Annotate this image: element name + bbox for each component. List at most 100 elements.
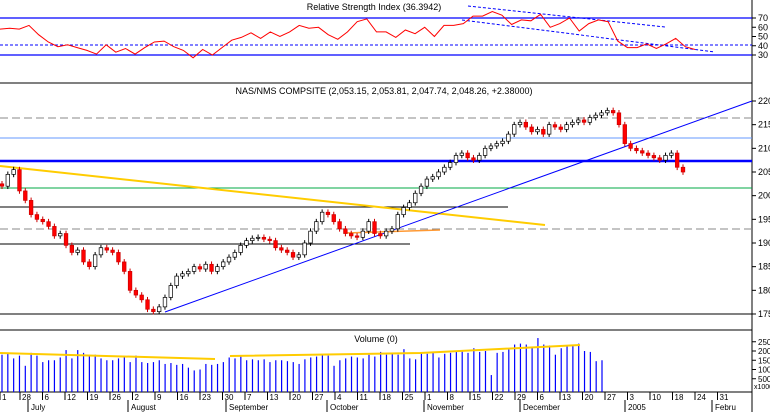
x-day-label: 31 <box>720 393 729 402</box>
candle <box>209 261 214 275</box>
x-day-label: 6 <box>45 393 50 402</box>
candle <box>517 119 523 128</box>
candle <box>145 296 150 313</box>
x-day-label: 18 <box>382 393 391 402</box>
rsi-guides <box>0 5 752 56</box>
volume-ma-line <box>229 344 581 357</box>
candle <box>238 242 243 256</box>
candle <box>430 173 435 182</box>
candle <box>546 121 552 137</box>
x-day-label: 1 <box>427 393 432 402</box>
x-month-label: October <box>330 403 359 412</box>
candle <box>110 247 115 256</box>
candle <box>197 263 203 272</box>
candle <box>482 145 488 159</box>
volume-tick-label: 10000 <box>758 366 770 375</box>
candle <box>570 119 575 128</box>
candle <box>645 150 651 159</box>
candle <box>215 263 220 275</box>
x-day-label: 23 <box>202 393 211 402</box>
x-day-label: 24 <box>697 393 706 402</box>
candle <box>465 150 470 161</box>
candle <box>255 234 261 242</box>
candle <box>581 117 587 126</box>
candle <box>285 247 290 256</box>
candle <box>191 263 197 275</box>
candle <box>279 244 284 253</box>
candle <box>640 147 645 156</box>
price-tick-label: 2100 <box>758 143 770 153</box>
candle <box>250 235 255 244</box>
candle <box>75 247 80 256</box>
rsi-title: Relative Strength Index (36.3942) <box>307 2 442 12</box>
price-tick-label: 1750 <box>758 309 770 319</box>
candle <box>523 119 528 130</box>
candle <box>23 188 28 204</box>
candle <box>680 164 686 175</box>
x-month-label: November <box>427 403 464 412</box>
candle <box>558 124 563 133</box>
candle <box>389 225 395 234</box>
candle <box>372 218 377 237</box>
x-day-label: 4 <box>337 393 342 402</box>
x-day-label: 9 <box>157 393 162 402</box>
candle <box>529 124 534 135</box>
candle <box>308 228 313 246</box>
candle <box>221 259 226 270</box>
candle <box>471 154 476 164</box>
price-tick-label: 2050 <box>758 167 770 177</box>
candle <box>605 107 610 116</box>
candle <box>651 152 657 161</box>
candle <box>87 259 92 270</box>
candle <box>174 273 179 289</box>
candle <box>494 140 499 149</box>
candle <box>11 166 16 178</box>
x-day-label: 16 <box>180 393 189 402</box>
candle <box>477 152 482 164</box>
volume-unit: x1000 <box>754 384 770 391</box>
candle <box>58 230 63 239</box>
price-tick-label: 1850 <box>758 262 770 272</box>
rsi-tick-label: 60 <box>758 22 768 32</box>
candle <box>657 154 662 164</box>
candle <box>122 259 127 275</box>
x-day-label: 22 <box>495 393 504 402</box>
candle <box>139 292 144 303</box>
candle <box>302 240 307 258</box>
candle <box>349 230 354 239</box>
candle <box>232 249 237 261</box>
candle <box>69 242 74 256</box>
candle <box>634 145 639 154</box>
x-day-label: 7 <box>247 393 252 402</box>
x-day-label: 2 <box>135 393 140 402</box>
x-day-label: 6 <box>540 393 545 402</box>
x-day-label: 27 <box>607 393 616 402</box>
candle <box>599 109 604 119</box>
candle <box>157 304 162 315</box>
candle <box>628 140 633 152</box>
candle <box>151 306 156 315</box>
x-day-label: 26 <box>112 393 121 402</box>
candle <box>337 218 342 232</box>
candle <box>675 150 680 171</box>
candle <box>453 152 459 166</box>
x-month-label: December <box>523 403 560 412</box>
candle <box>576 117 581 126</box>
candle <box>424 176 430 190</box>
volume-tick-label: 20000 <box>758 347 770 356</box>
candle <box>40 216 45 225</box>
candle <box>418 183 424 197</box>
x-day-label: 10 <box>652 393 661 402</box>
rsi-tick-label: 40 <box>758 41 768 51</box>
price-title: NAS/NMS COMPSITE (2,053.15, 2,053.81, 2,… <box>236 86 533 96</box>
candle <box>46 218 51 230</box>
candle <box>319 209 325 225</box>
candle <box>180 270 185 279</box>
price-tick-label: 1900 <box>758 238 770 248</box>
candle <box>611 107 616 116</box>
x-month-label: 2005 <box>628 403 646 412</box>
candle <box>92 251 98 270</box>
candle <box>186 268 191 277</box>
candle <box>663 152 668 164</box>
